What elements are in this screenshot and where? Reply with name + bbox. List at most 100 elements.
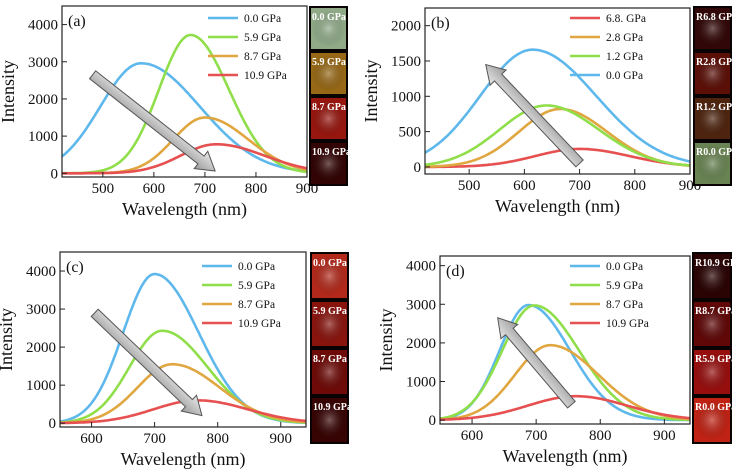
y-tick-label: 2000 bbox=[28, 92, 58, 108]
x-axis-label: Wavelength (nm) bbox=[122, 199, 247, 220]
legend-entry: 10.9 GPa bbox=[606, 318, 649, 330]
y-tick-label: 2000 bbox=[391, 19, 421, 35]
series-line-2 bbox=[440, 304, 690, 422]
plot-frame bbox=[439, 255, 691, 425]
legend-entry: 0.0 GPa bbox=[244, 13, 281, 25]
photo-label: 0.0 GPa bbox=[312, 12, 346, 23]
legend-entry: 8.7 GPa bbox=[238, 299, 275, 311]
x-axis-label: Wavelength (nm) bbox=[502, 446, 627, 467]
photo-label: 10.9 GPa bbox=[312, 147, 351, 158]
photo-glow bbox=[694, 256, 730, 296]
trend-arrow bbox=[90, 308, 203, 417]
photo-glow bbox=[312, 256, 347, 296]
x-tick-label: 700 bbox=[568, 178, 591, 194]
y-tick-label: 0 bbox=[414, 160, 422, 176]
panel-label: (a) bbox=[68, 13, 86, 30]
y-tick-label: 2000 bbox=[26, 340, 56, 356]
photo-label: R6.8 GPa bbox=[696, 12, 737, 23]
series-line-4 bbox=[425, 48, 690, 163]
y-tick-label: 0 bbox=[429, 413, 437, 429]
series-line-3 bbox=[425, 104, 690, 167]
photo-glow bbox=[695, 10, 730, 47]
y-tick-label: 1000 bbox=[391, 89, 421, 105]
legend-entry: 8.7 GPa bbox=[244, 51, 281, 63]
x-tick-label: 800 bbox=[589, 428, 612, 444]
photo-strip: R10.9 GPa R8.7 GPa R5.9 GPa R0.0 GPa bbox=[692, 252, 741, 444]
photo-glow bbox=[695, 100, 730, 137]
legend-entry: 6.8. GPa bbox=[606, 13, 646, 25]
legend-entry: 1.2 GPa bbox=[606, 51, 643, 63]
photo-label: 10.9 GPa bbox=[313, 402, 352, 413]
curves bbox=[60, 272, 306, 425]
photo-label: 0.0 GPa bbox=[313, 258, 347, 269]
photo-glow bbox=[312, 400, 347, 440]
y-tick-label: 1000 bbox=[26, 378, 56, 394]
trend-arrow bbox=[485, 63, 584, 168]
y-axis-label: Intensity bbox=[376, 309, 396, 372]
photo-glow bbox=[312, 304, 347, 344]
photo-glow bbox=[695, 145, 730, 182]
legend-entry: 0.0 GPa bbox=[606, 261, 643, 273]
curves bbox=[425, 48, 690, 169]
x-tick-label: 700 bbox=[194, 181, 217, 197]
x-tick-label: 600 bbox=[461, 428, 484, 444]
panel-2: 500 600 700 800 9000500100015002000Wavelengt… bbox=[361, 6, 737, 217]
panel-label: (d) bbox=[446, 263, 465, 280]
trend-arrow bbox=[497, 317, 576, 409]
series-line-3 bbox=[440, 343, 690, 421]
x-axis-label: Wavelength (nm) bbox=[120, 449, 245, 470]
photo-label: R0.0 GPa bbox=[696, 147, 737, 158]
x-tick-label: 900 bbox=[653, 428, 676, 444]
y-axis-label: Intensity bbox=[0, 60, 18, 123]
photo-label: 5.9 GPa bbox=[313, 306, 347, 317]
y-tick-label: 0 bbox=[49, 416, 57, 432]
x-tick-label: 600 bbox=[143, 181, 166, 197]
y-tick-label: 500 bbox=[399, 125, 422, 141]
photo-glow bbox=[694, 352, 730, 392]
plot-frame bbox=[59, 251, 307, 428]
photo-label: 5.9 GPa bbox=[312, 57, 346, 68]
y-tick-label: 1500 bbox=[391, 54, 421, 70]
panel-label: (c) bbox=[66, 259, 84, 276]
y-tick-label: 3000 bbox=[406, 297, 436, 313]
photo-glow bbox=[694, 304, 730, 344]
legend-entry: 0.0 GPa bbox=[606, 70, 643, 82]
panel-4: 600 700 800 900 0 1000 2000 3000 4000 Wavelength … bbox=[376, 252, 741, 467]
x-tick-label: 500 bbox=[458, 178, 481, 194]
panel-label: (b) bbox=[431, 15, 450, 32]
x-tick-label: 800 bbox=[245, 181, 268, 197]
photo-label: R5.9 GPa bbox=[695, 354, 736, 365]
x-tick-label: 800 bbox=[206, 431, 229, 447]
y-tick-label: 4000 bbox=[26, 264, 56, 280]
y-tick-label: 0 bbox=[51, 166, 59, 182]
x-tick-label: 900 bbox=[270, 431, 293, 447]
legend-entry: 0.0 GPa bbox=[238, 261, 275, 273]
legend-entry: 5.9 GPa bbox=[244, 32, 281, 44]
photo-glow bbox=[312, 352, 347, 392]
trend-arrow bbox=[88, 70, 216, 172]
photo-strip: R6.8 GPa R2.8 GPa R1.2 GPa R0.0 GPa bbox=[693, 6, 737, 186]
photo-label: R10.9 GPa bbox=[695, 258, 741, 269]
panel-3: 600 700 800 900 0 1000 2000 3000 4000 Wavelength … bbox=[0, 251, 352, 470]
photo-glow bbox=[311, 10, 346, 47]
legend-entry: 8.7 GPa bbox=[606, 299, 643, 311]
y-axis-label: Intensity bbox=[0, 308, 16, 371]
x-tick-label: 600 bbox=[513, 178, 536, 194]
photo-glow bbox=[694, 400, 730, 440]
legend-entry: 10.9 GPa bbox=[244, 70, 287, 82]
legend-entry: 5.9 GPa bbox=[606, 280, 643, 292]
legend-entry: 10.9 GPa bbox=[238, 318, 281, 330]
y-tick-label: 4000 bbox=[28, 18, 58, 34]
y-tick-label: 2000 bbox=[406, 336, 436, 352]
photo-label: R2.8 GPa bbox=[696, 57, 737, 68]
photo-strip: 0.0 GPa 5.9 GPa 8.7 GPa 10.9 GPa bbox=[310, 252, 352, 444]
series-line-1 bbox=[425, 147, 690, 169]
y-tick-label: 3000 bbox=[28, 55, 58, 71]
series-line-1 bbox=[62, 62, 307, 173]
legend-entry: 5.9 GPa bbox=[238, 280, 275, 292]
photo-label: R1.2 GPa bbox=[696, 102, 737, 113]
photo-glow bbox=[311, 145, 346, 182]
y-axis-label: Intensity bbox=[361, 60, 381, 123]
photo-glow bbox=[311, 100, 346, 137]
plot-frame bbox=[424, 7, 691, 175]
